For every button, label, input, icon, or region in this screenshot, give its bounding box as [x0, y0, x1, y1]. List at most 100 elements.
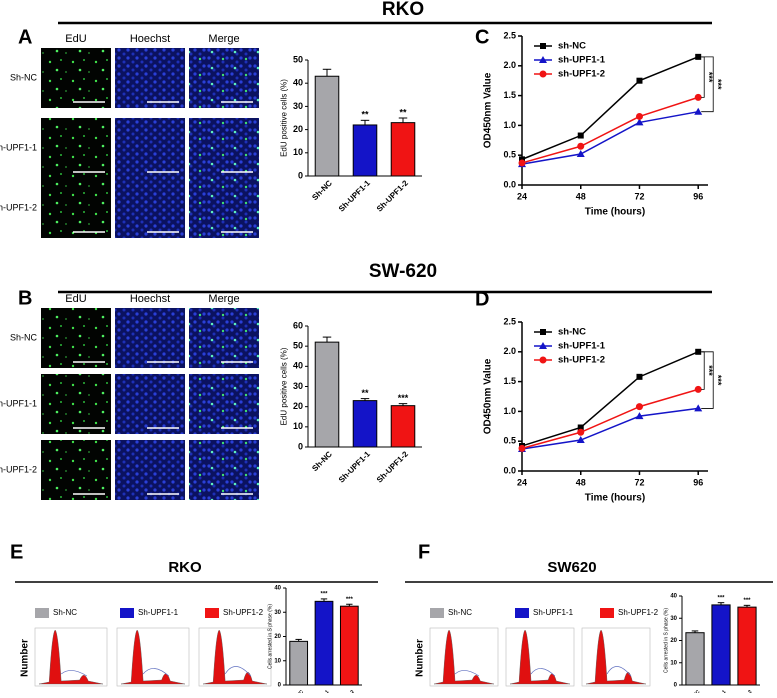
x-tick-label: Sh-UPF1-2: [731, 689, 753, 693]
legend-label: sh-NC: [558, 41, 586, 52]
histogram-frame: [35, 628, 107, 686]
bar: [315, 601, 333, 685]
y-axis-label: EdU positive cells (%): [280, 347, 289, 425]
micrograph: [41, 178, 111, 238]
marker: [578, 133, 584, 139]
histogram-frame: [582, 628, 650, 686]
bar: [290, 641, 308, 685]
series-line: [522, 352, 698, 446]
y-tick-label: 0.0: [503, 179, 516, 189]
micrograph: [115, 48, 185, 108]
micrograph: [115, 374, 185, 434]
marker: [695, 94, 702, 101]
y-tick-label: 40: [293, 361, 303, 371]
micrograph: [189, 118, 259, 178]
x-tick-label: Sh-UPF1-2: [375, 178, 410, 213]
micrograph: [189, 374, 259, 434]
y-tick-label: 40: [293, 78, 303, 88]
row-label: Sh-UPF1-2: [0, 464, 37, 474]
micrograph: [41, 48, 111, 108]
marker: [577, 143, 584, 150]
y-tick-label: 0.5: [503, 436, 516, 446]
marker: [695, 54, 701, 60]
x-tick-label: Sh-UPF1-1: [337, 178, 372, 213]
significance-bracket: [701, 352, 713, 409]
y-tick-label: 30: [670, 616, 677, 622]
micrograph: [41, 118, 111, 178]
y-tick-label: 20: [670, 638, 677, 644]
legend-label: Sh-UPF1-1: [138, 608, 179, 617]
micrograph: [189, 308, 259, 368]
y-tick-label: 30: [274, 610, 281, 616]
marker: [694, 404, 702, 411]
y-tick-label: 60: [293, 320, 303, 330]
micrograph: [189, 178, 259, 238]
marker: [577, 429, 584, 436]
significance: ***: [717, 595, 725, 601]
legend-swatch: [515, 608, 529, 618]
x-tick-label: 72: [634, 477, 644, 487]
significance: ***: [713, 375, 723, 386]
histogram-frame: [199, 628, 271, 686]
x-tick-label: Sh-NC: [686, 689, 701, 693]
histogram-frame: [506, 628, 574, 686]
significance-bracket: [701, 57, 713, 112]
marker: [636, 374, 642, 380]
legend-swatch: [600, 608, 614, 618]
y-tick-label: 1.0: [503, 120, 516, 130]
y-tick-label: 40: [274, 586, 281, 592]
legend-label: sh-UPF1-1: [558, 55, 606, 66]
marker: [636, 78, 642, 84]
legend-marker: [540, 329, 546, 335]
row-label: Sh-UPF1-2: [0, 202, 37, 212]
panel-label: E: [10, 541, 23, 563]
section-title: RKO: [168, 559, 202, 576]
panel-label: D: [475, 288, 489, 310]
y-axis-label: Number: [415, 639, 426, 677]
column-header: Merge: [208, 33, 239, 45]
legend-label: Sh-UPF1-2: [618, 608, 659, 617]
x-tick-label: 96: [693, 191, 703, 201]
micrograph: [41, 374, 111, 434]
x-tick-label: Sh-NC: [290, 689, 305, 693]
y-tick-label: 0: [674, 683, 678, 689]
bar: [315, 76, 339, 176]
y-axis-label: OD450nm Value: [483, 358, 494, 434]
bar: [712, 605, 730, 685]
legend-label: Sh-NC: [448, 608, 472, 617]
significance: ***: [346, 597, 354, 603]
series-line: [522, 57, 698, 160]
y-tick-label: 0.0: [503, 465, 516, 475]
legend-marker: [540, 43, 546, 49]
y-tick-label: 0: [298, 441, 303, 451]
legend-label: sh-UPF1-2: [558, 355, 605, 366]
x-tick-label: Sh-UPF1-1: [337, 449, 372, 484]
bar: [686, 633, 704, 685]
x-tick-label: Sh-UPF1-1: [705, 689, 727, 693]
panel-label: F: [418, 541, 430, 563]
significance: ***: [704, 72, 714, 83]
legend-label: sh-UPF1-1: [558, 341, 606, 352]
section-title: RKO: [382, 0, 424, 20]
y-tick-label: 30: [293, 381, 303, 391]
x-tick-label: Sh-UPF1-2: [375, 449, 410, 484]
histogram-frame: [117, 628, 189, 686]
y-tick-label: 10: [293, 147, 303, 157]
panel-label: A: [18, 26, 32, 48]
x-tick-label: Sh-NC: [310, 449, 334, 473]
significance-bracket: [701, 352, 704, 390]
bar: [391, 123, 415, 176]
legend-swatch: [205, 608, 219, 618]
y-tick-label: 10: [274, 658, 281, 664]
legend-marker: [540, 357, 547, 364]
marker: [694, 108, 702, 115]
marker: [519, 159, 526, 166]
section-title: SW-620: [369, 261, 437, 282]
bar: [353, 401, 377, 447]
micrograph: [115, 308, 185, 368]
y-tick-label: 2.5: [503, 316, 516, 326]
y-tick-label: 30: [293, 101, 303, 111]
y-tick-label: 40: [670, 594, 677, 600]
significance: **: [399, 107, 407, 117]
